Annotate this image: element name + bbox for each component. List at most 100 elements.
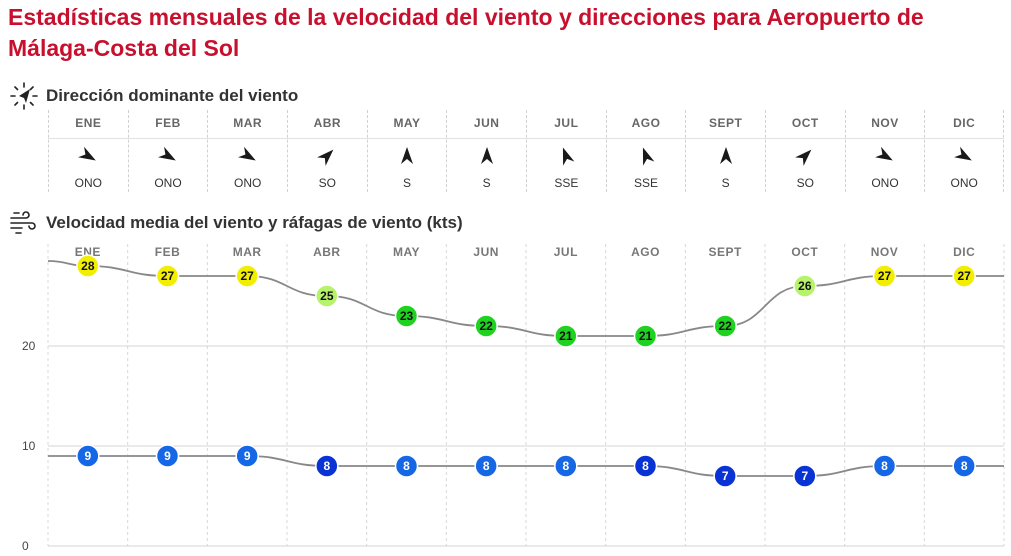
direction-month-label: ABR — [313, 116, 342, 130]
data-label: 26 — [798, 279, 812, 293]
direction-column: JUN S — [446, 110, 526, 192]
wind-direction-arrow-icon — [317, 149, 334, 166]
x-month-label: JUN — [473, 245, 499, 259]
direction-column: AGO SSE — [605, 110, 686, 192]
data-label: 27 — [957, 269, 971, 283]
data-point — [315, 454, 339, 478]
y-tick-label: 20 — [22, 339, 36, 353]
wind-direction-arrow-icon — [642, 147, 655, 166]
wind-direction-arrow-icon — [400, 147, 413, 164]
data-point — [872, 454, 897, 478]
wind-icon — [8, 209, 40, 237]
direction-month-label: DIC — [953, 116, 976, 130]
data-label: 28 — [81, 259, 95, 273]
y-tick-label: 0 — [22, 539, 29, 553]
speed-section-title: Velocidad media del viento y ráfagas de … — [46, 213, 463, 232]
data-point — [952, 264, 976, 288]
data-label: 7 — [722, 469, 729, 483]
data-point — [155, 444, 180, 468]
wind-speed-chart: 0 10 20 ENE FEB MAR ABR MAY JUN JUL AGO SEPT OCT NOV D… — [22, 244, 1005, 553]
data-point — [633, 324, 658, 348]
data-point — [872, 264, 897, 288]
direction-section-title: Dirección dominante del viento — [46, 86, 299, 105]
data-label: 21 — [639, 329, 653, 343]
direction-section-header: Dirección dominante del viento — [8, 82, 298, 110]
wind-direction-arrow-icon — [237, 146, 256, 161]
direction-column: FEB ONO — [127, 110, 208, 192]
x-month-label: MAY — [393, 245, 420, 259]
direction-column: ENE ONO — [48, 110, 128, 192]
direction-value-label: SO — [796, 176, 814, 190]
data-label: 22 — [718, 319, 732, 333]
data-point — [394, 304, 419, 328]
direction-value-label: ONO — [233, 176, 262, 190]
direction-column: ABR SO — [287, 110, 367, 192]
y-tick-label: 10 — [22, 439, 36, 453]
data-point — [76, 254, 100, 278]
data-label: 9 — [244, 449, 251, 463]
data-label: 9 — [164, 449, 171, 463]
data-label: 8 — [403, 459, 410, 473]
data-point — [474, 314, 498, 338]
data-label: 21 — [559, 329, 573, 343]
direction-month-label: NOV — [871, 116, 899, 130]
series-line — [47, 260, 1004, 337]
wind-direction-arrow-icon — [719, 147, 732, 164]
x-month-label: AGO — [631, 245, 660, 259]
compass-arrow-icon — [8, 82, 40, 110]
direction-month-label: JUL — [554, 116, 579, 130]
direction-value-label: S — [482, 176, 491, 190]
data-label: 23 — [400, 309, 414, 323]
series-line — [48, 455, 1004, 477]
data-point — [235, 264, 259, 288]
wind-direction-arrow-icon — [795, 149, 812, 166]
page-title: Estadísticas mensuales de la velocidad d… — [8, 4, 924, 61]
wind-direction-arrow-icon — [78, 146, 97, 161]
data-label: 22 — [479, 319, 493, 333]
direction-month-label: MAY — [393, 116, 421, 130]
data-point — [952, 454, 976, 478]
data-label: 8 — [323, 459, 330, 473]
data-label: 8 — [642, 459, 649, 473]
data-label: 9 — [84, 449, 91, 463]
direction-month-label: OCT — [791, 116, 819, 130]
data-point — [235, 444, 259, 468]
data-label: 27 — [878, 269, 892, 283]
x-month-label: DIC — [953, 245, 975, 259]
data-point — [554, 324, 578, 348]
x-month-label: FEB — [155, 245, 181, 259]
wind-direction-arrow-icon — [158, 146, 176, 161]
direction-value-label: ONO — [950, 176, 978, 190]
direction-month-label: SEPT — [708, 116, 743, 130]
direction-column: JUL SSE — [526, 110, 606, 192]
direction-value-label: ONO — [74, 176, 102, 190]
direction-column: OCT SO — [765, 110, 845, 192]
data-point — [155, 264, 180, 288]
data-label: 25 — [320, 289, 334, 303]
data-label: 8 — [961, 459, 968, 473]
direction-value-label: S — [721, 176, 730, 190]
x-month-label: SEPT — [708, 245, 742, 259]
data-point — [474, 454, 498, 478]
direction-column: MAY S — [366, 110, 447, 192]
wind-direction-arrow-icon — [563, 147, 575, 166]
data-point — [633, 454, 658, 478]
data-point — [793, 464, 817, 488]
direction-column: MAR ONO — [207, 110, 287, 192]
data-point — [713, 314, 737, 338]
x-month-label: JUL — [554, 245, 578, 259]
wind-direction-arrow-icon — [954, 146, 972, 161]
direction-month-label: FEB — [155, 116, 181, 130]
data-label: 27 — [161, 269, 175, 283]
speed-section-header: Velocidad media del viento y ráfagas de … — [8, 209, 463, 237]
x-month-label: ABR — [313, 245, 341, 259]
x-month-label: OCT — [791, 245, 818, 259]
data-label: 8 — [483, 459, 490, 473]
direction-month-label: AGO — [631, 116, 661, 130]
data-point — [554, 454, 578, 478]
direction-value-label: S — [402, 176, 411, 190]
direction-column: DIC ONO — [924, 110, 1004, 192]
direction-column: NOV ONO — [844, 110, 925, 192]
direction-value-label: ONO — [871, 176, 899, 190]
data-point — [793, 274, 817, 298]
